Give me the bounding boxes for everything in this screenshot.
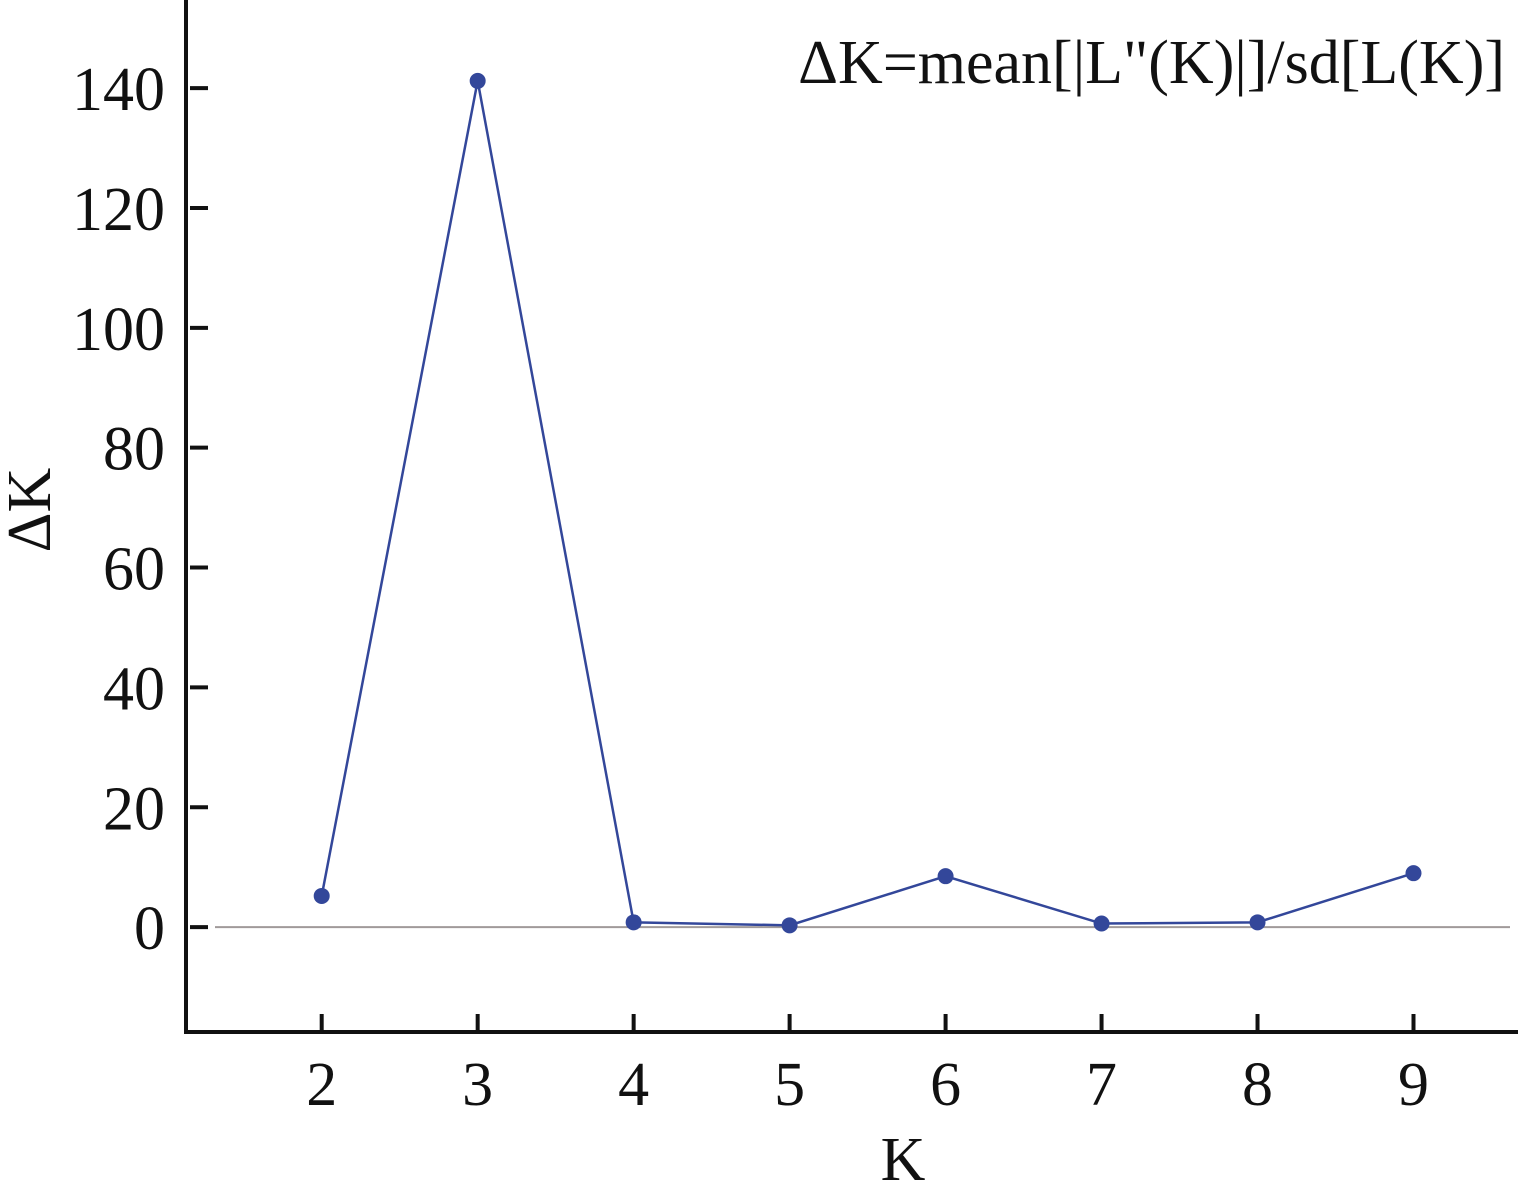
x-tick-label: 7 bbox=[1086, 1051, 1117, 1119]
data-point bbox=[1249, 914, 1266, 931]
y-tick-label: 140 bbox=[72, 56, 165, 124]
data-point bbox=[469, 72, 486, 89]
x-tick-label: 8 bbox=[1242, 1051, 1273, 1119]
data-point bbox=[625, 914, 642, 931]
x-tick-label: 2 bbox=[306, 1051, 337, 1119]
y-tick-label: 120 bbox=[72, 176, 165, 244]
y-tick-label: 60 bbox=[103, 536, 165, 604]
y-tick-label: 40 bbox=[103, 655, 165, 723]
y-tick-label: 0 bbox=[134, 895, 165, 963]
data-point bbox=[313, 887, 330, 904]
data-point bbox=[937, 868, 954, 885]
y-tick-label: 100 bbox=[72, 296, 165, 364]
x-tick-label: 5 bbox=[774, 1051, 805, 1119]
annotation: ΔK=mean[|L"(K)|]/sd[L(K)] bbox=[798, 29, 1505, 97]
y-tick-label: 80 bbox=[103, 416, 165, 484]
x-ticks: 2 3 4 5 6 7 8 9 bbox=[306, 1014, 1429, 1119]
series-line bbox=[320, 80, 1414, 927]
x-axis-label: K bbox=[881, 1126, 926, 1180]
data-point bbox=[1093, 915, 1110, 932]
x-tick-label: 9 bbox=[1398, 1051, 1429, 1119]
y-axis-label: ΔK bbox=[0, 467, 64, 552]
data-point bbox=[781, 917, 798, 934]
y-ticks: 0 20 40 60 80 100 120 140 bbox=[72, 56, 208, 963]
axes bbox=[184, 0, 1518, 1034]
x-tick-label: 3 bbox=[462, 1051, 493, 1119]
data-point bbox=[1405, 865, 1422, 882]
y-tick-label: 20 bbox=[103, 775, 165, 843]
series bbox=[313, 72, 1422, 934]
x-tick-label: 4 bbox=[618, 1051, 649, 1119]
x-tick-label: 6 bbox=[930, 1051, 961, 1119]
